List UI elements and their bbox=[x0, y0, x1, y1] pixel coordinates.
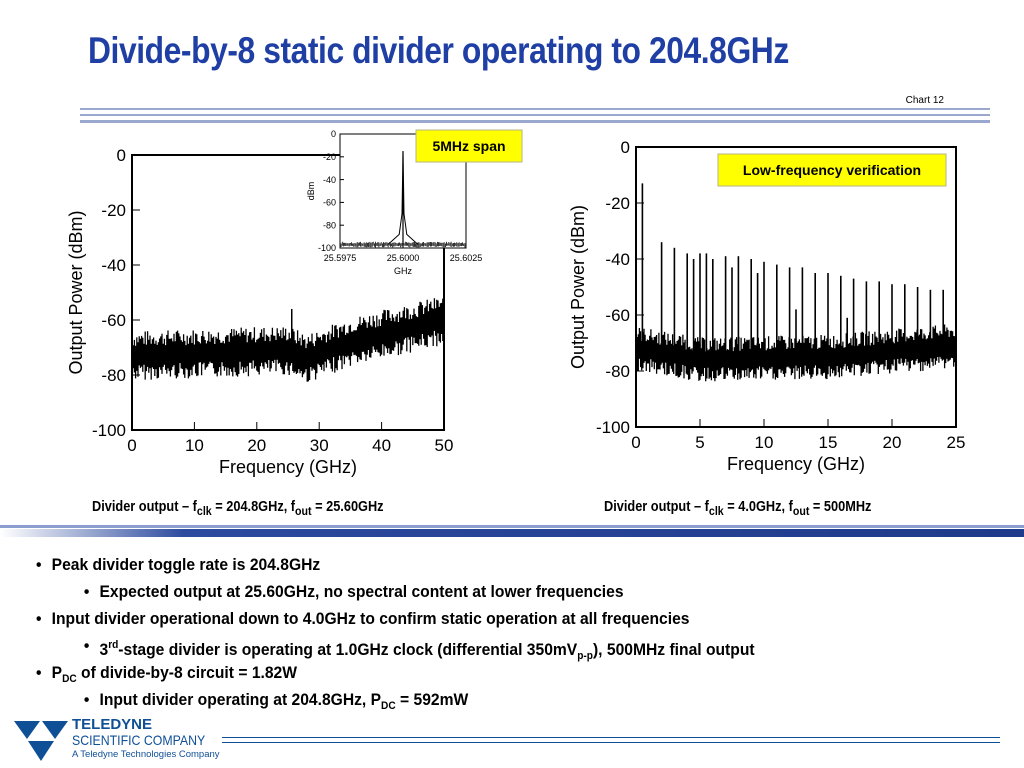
x-tick-label: 20 bbox=[247, 436, 266, 455]
x-tick-label: 10 bbox=[755, 433, 774, 452]
teledyne-logo: TELEDYNE SCIENTIFIC COMPANY A Teledyne T… bbox=[10, 715, 1000, 768]
span-callout: 5MHz span bbox=[415, 129, 523, 163]
bullet-text: Peak divider toggle rate is 204.8GHz bbox=[51, 555, 321, 574]
y-tick-label: -100 bbox=[596, 418, 630, 437]
noise-trace bbox=[131, 297, 445, 382]
y-tick-label: -60 bbox=[323, 198, 336, 208]
y-tick-label: -40 bbox=[323, 175, 336, 185]
y-tick-label: -20 bbox=[605, 194, 630, 213]
bullet-dot: • bbox=[83, 582, 90, 601]
bullet-text: Input divider operating at 204.8GHz, PDC… bbox=[99, 690, 469, 712]
x-tick-label: 25.6025 bbox=[450, 253, 483, 263]
bullet-dot: • bbox=[36, 555, 42, 574]
section-divider-light bbox=[0, 525, 1024, 528]
y-tick-label: -100 bbox=[318, 243, 336, 253]
section-divider-band bbox=[0, 529, 1024, 537]
title-rule-accent bbox=[80, 120, 990, 123]
y-tick-label: -20 bbox=[323, 152, 336, 162]
chart-number: Chart 12 bbox=[905, 95, 944, 106]
bullet-item: • Input divider operating at 204.8GHz, PD… bbox=[36, 686, 919, 713]
bullet-dot: • bbox=[83, 690, 90, 709]
x-tick-label: 20 bbox=[883, 433, 902, 452]
x-tick-label: 0 bbox=[631, 433, 640, 452]
span-callout-text-box bbox=[415, 129, 523, 163]
bullet-item: • 3rd-stage divider is operating at 1.0GH… bbox=[36, 632, 919, 662]
bullet-text: 3rd-stage divider is operating at 1.0GHz… bbox=[99, 639, 755, 662]
x-tick-label: 5 bbox=[695, 433, 704, 452]
bullet-text: Expected output at 25.60GHz, no spectral… bbox=[99, 582, 624, 601]
y-tick-label: -100 bbox=[92, 421, 126, 440]
bullet-item: • PDC of divide-by-8 circuit = 1.82W bbox=[36, 659, 919, 686]
y-tick-label: -40 bbox=[605, 250, 630, 269]
plot-frame bbox=[635, 146, 957, 428]
y-tick-label: 0 bbox=[331, 129, 336, 139]
y-tick-label: -80 bbox=[323, 220, 336, 230]
bullet-dot: • bbox=[36, 609, 42, 628]
bullet-dot: • bbox=[36, 663, 42, 682]
y-axis-label: Output Power (dBm) bbox=[66, 210, 86, 374]
verification-callout-box bbox=[717, 153, 947, 187]
title-rule-top bbox=[80, 108, 990, 110]
title-rule-bottom bbox=[80, 114, 990, 116]
logo-line-2: SCIENTIFIC COMPANY bbox=[72, 732, 206, 748]
verification-callout: Low-frequency verification bbox=[743, 162, 921, 178]
peak-skirt bbox=[387, 151, 419, 245]
bullet-text: Input divider operational down to 4.0GHz… bbox=[51, 609, 690, 628]
y-tick-label: -60 bbox=[101, 311, 126, 330]
teledyne-logo-icon bbox=[14, 721, 68, 761]
y-axis-label: dBm bbox=[306, 182, 316, 201]
slide-title: Divide-by-8 static divider operating to … bbox=[88, 30, 789, 71]
logo-rule-1 bbox=[222, 737, 1000, 738]
y-tick-label: -20 bbox=[101, 201, 126, 220]
y-tick-label: -80 bbox=[101, 366, 126, 385]
x-tick-label: 0 bbox=[127, 436, 136, 455]
bullet-dot: • bbox=[83, 636, 90, 655]
x-axis-label: GHz bbox=[394, 266, 413, 276]
x-tick-label: 15 bbox=[819, 433, 838, 452]
bullet-item: • Expected output at 25.60GHz, no spectra… bbox=[36, 578, 919, 605]
bullet-list: • Peak divider toggle rate is 204.8GHz • Ex… bbox=[36, 551, 996, 713]
y-axis-label: Output Power (dBm) bbox=[568, 205, 588, 369]
x-tick-label: 25 bbox=[947, 433, 966, 452]
y-tick-label: -40 bbox=[101, 256, 126, 275]
span-callout-text: 5MHz span bbox=[432, 138, 505, 154]
logo-line-1: TELEDYNE bbox=[72, 716, 153, 733]
bullet-item: • Peak divider toggle rate is 204.8GHz bbox=[36, 551, 919, 578]
x-tick-label: 25.5975 bbox=[324, 253, 357, 263]
logo-rule-2 bbox=[222, 742, 1000, 743]
bullet-text: PDC of divide-by-8 circuit = 1.82W bbox=[51, 663, 298, 685]
logo-line-3: A Teledyne Technologies Company bbox=[72, 749, 220, 760]
x-tick-label: 25.6000 bbox=[387, 253, 420, 263]
x-axis-label: Frequency (GHz) bbox=[727, 454, 865, 474]
y-tick-label: 0 bbox=[117, 146, 126, 165]
noise-trace bbox=[635, 324, 957, 382]
left-chart-caption: Divider output – fclk = 204.8GHz, fout =… bbox=[92, 499, 384, 518]
y-tick-label: 0 bbox=[621, 138, 630, 157]
bullet-item: • Input divider operational down to 4.0GH… bbox=[36, 605, 919, 632]
x-tick-label: 10 bbox=[185, 436, 204, 455]
x-axis-label: Frequency (GHz) bbox=[219, 457, 357, 477]
x-tick-label: 40 bbox=[372, 436, 391, 455]
x-tick-label: 30 bbox=[310, 436, 329, 455]
x-tick-label: 50 bbox=[435, 436, 454, 455]
y-tick-label: -80 bbox=[605, 362, 630, 381]
right-chart-caption: Divider output – fclk = 4.0GHz, fout = 5… bbox=[604, 499, 872, 518]
y-tick-label: -60 bbox=[605, 306, 630, 325]
